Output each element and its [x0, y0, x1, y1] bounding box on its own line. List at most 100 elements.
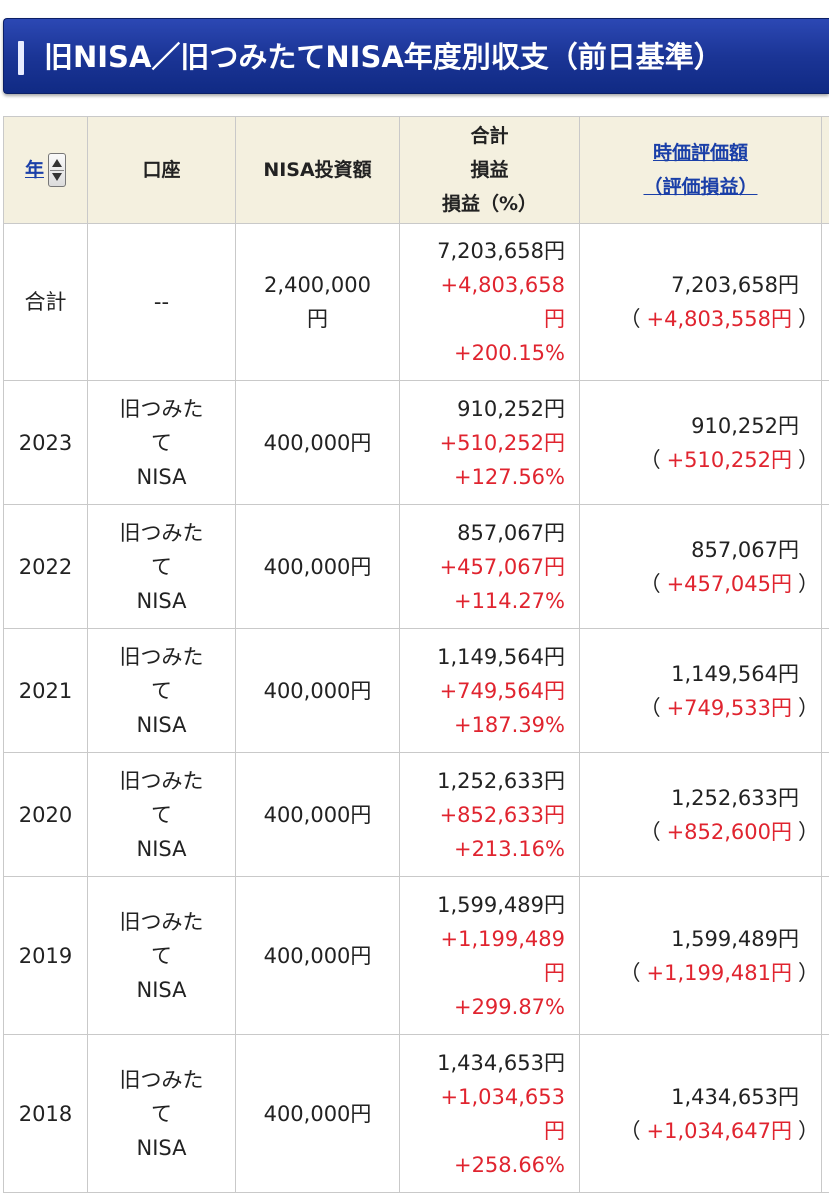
cell-year: 合計: [3, 223, 88, 381]
cell-overflow: [821, 752, 829, 877]
cell-account: 旧つみたて NISA: [87, 876, 236, 1035]
table-row: 合計 -- 2,400,000 円 7,203,658円 +4,803,658 円 +200.…: [3, 223, 829, 381]
total-value: 7,203,658円: [437, 239, 565, 263]
account-lines: 旧つみたて NISA: [88, 392, 235, 494]
account-lines: 旧つみたて NISA: [88, 1063, 235, 1165]
sort-year-link[interactable]: 年: [24, 159, 44, 181]
total-value: 910,252円: [457, 396, 565, 421]
account-lines: --: [88, 285, 235, 319]
account-lines: 旧つみたて NISA: [88, 905, 235, 1007]
table-row: 2022 旧つみたて NISA 400,000円 857,067円 +457,067円 +1…: [3, 504, 829, 629]
eval-gain: +1,199,481円: [646, 960, 792, 985]
cell-overflow: [821, 628, 829, 753]
cell-market: 857,067円 （+457,045円）: [579, 504, 822, 629]
account-line: て: [151, 802, 172, 827]
sort-toggle-icon[interactable]: [48, 153, 66, 187]
market-lines: 910,252円 （+510,252円）: [580, 409, 821, 477]
account-line: 旧つみた: [119, 396, 204, 421]
cell-year: 2022: [3, 504, 88, 629]
invested-line: 400,000円: [263, 554, 372, 579]
invested-line: 2,400,000: [264, 273, 371, 297]
cell-year: 2021: [3, 628, 88, 753]
market-lines: 1,434,653円 （+1,034,647円）: [580, 1080, 821, 1148]
cell-account: 旧つみたて NISA: [87, 380, 236, 505]
cell-account: 旧つみたて NISA: [87, 752, 236, 877]
paren-open: （: [639, 447, 661, 472]
header-total: 合計 損益 損益（%）: [399, 116, 580, 224]
gain-value: +749,564円: [439, 678, 565, 703]
cell-total: 857,067円 +457,067円 +114.27%: [399, 504, 580, 629]
eval-gain-line: （+749,533円）: [580, 691, 821, 725]
gain-percent: +299.87%: [453, 994, 565, 1019]
account-line: 旧つみた: [119, 909, 204, 934]
cell-overflow: [821, 1034, 829, 1193]
cell-market: 1,434,653円 （+1,034,647円）: [579, 1034, 822, 1193]
header-account: 口座: [87, 116, 236, 224]
cell-year: 2019: [3, 876, 88, 1035]
paren-close: ）: [798, 307, 819, 331]
market-value: 7,203,658円: [671, 273, 799, 297]
header-total-line1: 合計: [470, 125, 509, 147]
cell-total: 1,149,564円 +749,564円 +187.39%: [399, 628, 580, 753]
gain-percent: +213.16%: [453, 836, 565, 861]
section-title-bar: 旧NISA／旧つみたてNISA年度別収支（前日基準）: [3, 18, 829, 94]
market-value: 857,067円: [691, 537, 799, 562]
market-lines: 1,149,564円 （+749,533円）: [580, 657, 821, 725]
invested-lines: 400,000円: [236, 798, 399, 832]
account-lines: 旧つみたて NISA: [88, 516, 235, 618]
paren-open: （: [639, 695, 661, 720]
market-value: 1,599,489円: [671, 926, 799, 951]
paren-close: ）: [798, 819, 819, 844]
total-value: 1,149,564円: [437, 644, 565, 669]
gain-value: 円: [544, 1118, 565, 1143]
gain-value: +510,252円: [439, 430, 565, 455]
header-year: 年: [3, 116, 88, 224]
cell-total: 1,252,633円 +852,633円 +213.16%: [399, 752, 580, 877]
gain-percent: +127.56%: [453, 464, 565, 489]
paren-close: ）: [798, 447, 819, 472]
eval-gain-line: （+1,034,647円）: [580, 1114, 821, 1148]
cell-invested: 400,000円: [235, 1034, 400, 1193]
paren-close: ）: [798, 1118, 819, 1143]
eval-gain: +852,600円: [666, 819, 792, 844]
total-value: 1,434,653円: [437, 1050, 565, 1075]
table-header-row: 年 口座 NISA投資額 合計 損益 損益（%） 時価評価額 （評価損益）: [3, 116, 829, 224]
account-line: NISA: [136, 836, 187, 861]
cell-invested: 2,400,000 円: [235, 223, 400, 381]
account-line: て: [151, 430, 172, 455]
gain-percent: +114.27%: [453, 588, 565, 613]
cell-account: --: [87, 223, 236, 381]
gain-value: +1,199,489: [440, 926, 565, 951]
cell-overflow: [821, 380, 829, 505]
account-line: NISA: [136, 588, 187, 613]
cell-total: 7,203,658円 +4,803,658 円 +200.15%: [399, 223, 580, 381]
sort-eval-gain-link[interactable]: （評価損益）: [643, 176, 758, 198]
cell-account: 旧つみたて NISA: [87, 1034, 236, 1193]
paren-open: （: [619, 1118, 641, 1143]
market-value: 910,252円: [691, 413, 799, 438]
cell-total: 1,434,653円 +1,034,653 円 +258.66%: [399, 1034, 580, 1193]
cell-market: 1,252,633円 （+852,600円）: [579, 752, 822, 877]
eval-gain: +510,252円: [666, 447, 792, 472]
total-lines: 910,252円 +510,252円 +127.56%: [400, 392, 565, 494]
cell-market: 1,599,489円 （+1,199,481円）: [579, 876, 822, 1035]
invested-lines: 2,400,000 円: [236, 268, 399, 336]
cell-total: 1,599,489円 +1,199,489 円 +299.87%: [399, 876, 580, 1035]
cell-account: 旧つみたて NISA: [87, 504, 236, 629]
cell-overflow: [821, 876, 829, 1035]
eval-gain: +4,803,558円: [646, 307, 792, 331]
cell-invested: 400,000円: [235, 628, 400, 753]
cell-invested: 400,000円: [235, 752, 400, 877]
invested-line: 400,000円: [263, 802, 372, 827]
sort-market-value-link[interactable]: 時価評価額: [652, 142, 748, 164]
total-lines: 7,203,658円 +4,803,658 円 +200.15%: [400, 234, 565, 370]
invested-line: 400,000円: [263, 430, 372, 455]
market-lines: 857,067円 （+457,045円）: [580, 533, 821, 601]
cell-year: 2020: [3, 752, 88, 877]
total-lines: 1,599,489円 +1,199,489 円 +299.87%: [400, 888, 565, 1024]
account-line: --: [153, 290, 170, 314]
header-overflow: [821, 116, 829, 224]
gain-value: +4,803,658: [440, 273, 565, 297]
account-lines: 旧つみたて NISA: [88, 764, 235, 866]
account-lines: 旧つみたて NISA: [88, 640, 235, 742]
